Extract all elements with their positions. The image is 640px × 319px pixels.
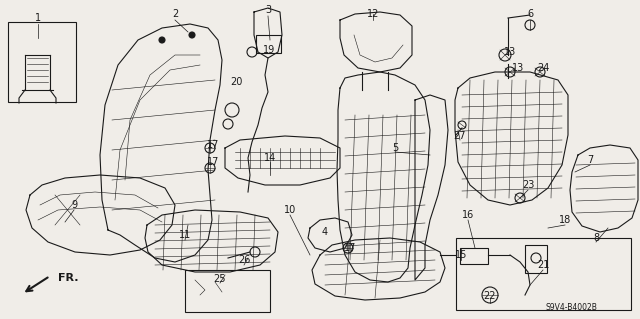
Text: 6: 6	[527, 9, 533, 19]
Text: 14: 14	[264, 153, 276, 163]
Text: 24: 24	[537, 63, 549, 73]
Text: 4: 4	[322, 227, 328, 237]
Circle shape	[159, 37, 165, 43]
Text: 16: 16	[462, 210, 474, 220]
Text: 27: 27	[454, 131, 467, 141]
Text: 1: 1	[35, 13, 41, 23]
Text: 9: 9	[71, 200, 77, 210]
Text: 11: 11	[179, 230, 191, 240]
Text: 12: 12	[367, 9, 379, 19]
Text: 10: 10	[284, 205, 296, 215]
Text: 5: 5	[392, 143, 398, 153]
Text: 26: 26	[238, 255, 250, 265]
Text: 17: 17	[207, 140, 219, 150]
Bar	[185, 270, 270, 312]
Text: 2: 2	[172, 9, 178, 19]
Circle shape	[189, 32, 195, 38]
Bar	[525, 245, 547, 273]
Text: 25: 25	[214, 274, 227, 284]
Text: 20: 20	[230, 77, 242, 87]
Text: 13: 13	[512, 63, 524, 73]
Text: 22: 22	[484, 291, 496, 301]
Text: 8: 8	[593, 233, 599, 243]
Text: 19: 19	[263, 45, 275, 55]
Text: 17: 17	[207, 157, 219, 167]
Text: 18: 18	[559, 215, 571, 225]
Bar	[456, 238, 631, 310]
Text: 21: 21	[537, 260, 549, 270]
Text: S9V4-B4002B: S9V4-B4002B	[545, 303, 597, 313]
Text: 13: 13	[504, 47, 516, 57]
Text: 17: 17	[344, 243, 356, 253]
Bar	[8, 22, 76, 102]
Text: FR.: FR.	[58, 273, 79, 283]
Bar	[256, 35, 281, 53]
Bar	[460, 248, 488, 264]
Text: 3: 3	[265, 5, 271, 15]
Text: 15: 15	[455, 250, 467, 260]
Text: 23: 23	[522, 180, 534, 190]
Text: 7: 7	[587, 155, 593, 165]
